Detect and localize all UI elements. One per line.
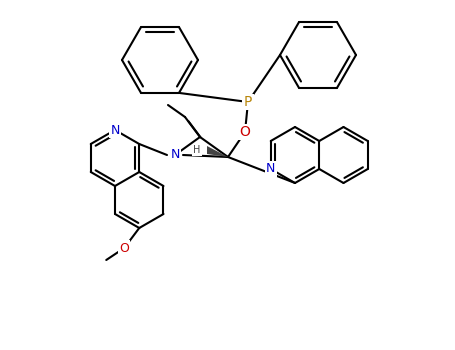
Text: N: N [170, 148, 180, 161]
Polygon shape [207, 146, 228, 157]
Text: O: O [240, 125, 250, 139]
Text: H: H [193, 145, 201, 155]
Text: P: P [244, 95, 252, 109]
Text: N: N [110, 124, 120, 136]
Text: N: N [266, 162, 275, 175]
Text: O: O [119, 241, 129, 254]
